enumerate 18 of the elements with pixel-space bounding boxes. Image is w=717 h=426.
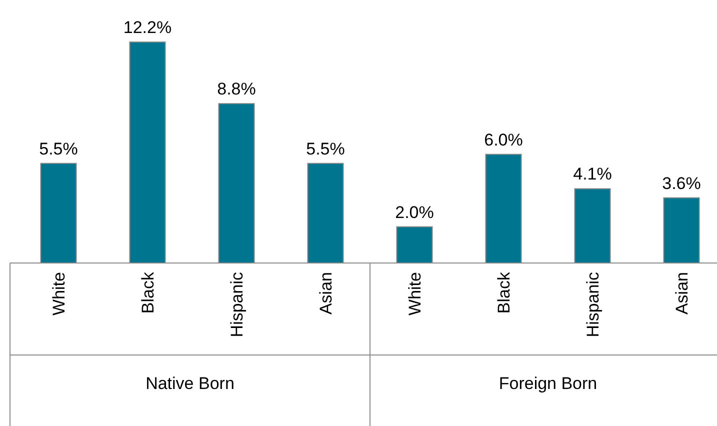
x-tick-label: Asian: [316, 272, 336, 315]
x-tick-label: White: [50, 272, 68, 316]
data-label: 12.2%: [123, 18, 172, 37]
data-label: 2.0%: [395, 202, 434, 222]
text: Foreign Born: [498, 374, 598, 393]
data-label: 4.1%: [573, 164, 612, 184]
x-tick-label: White: [406, 272, 424, 316]
x-tick-label: Black: [494, 272, 514, 314]
data-label: 3.6%: [662, 174, 701, 193]
data-label: 8.8%: [217, 80, 256, 99]
text: Native Born: [146, 374, 234, 393]
x-tick-label: Black: [138, 272, 158, 314]
x-tick-label: Hispanic: [584, 272, 602, 338]
data-label: 5.5%: [39, 139, 78, 158]
data-label: 6.0%: [484, 130, 523, 150]
x-tick-label: Asian: [672, 272, 692, 315]
x-tick-label: Hispanic: [228, 272, 246, 338]
data-label: 5.5%: [306, 139, 345, 158]
